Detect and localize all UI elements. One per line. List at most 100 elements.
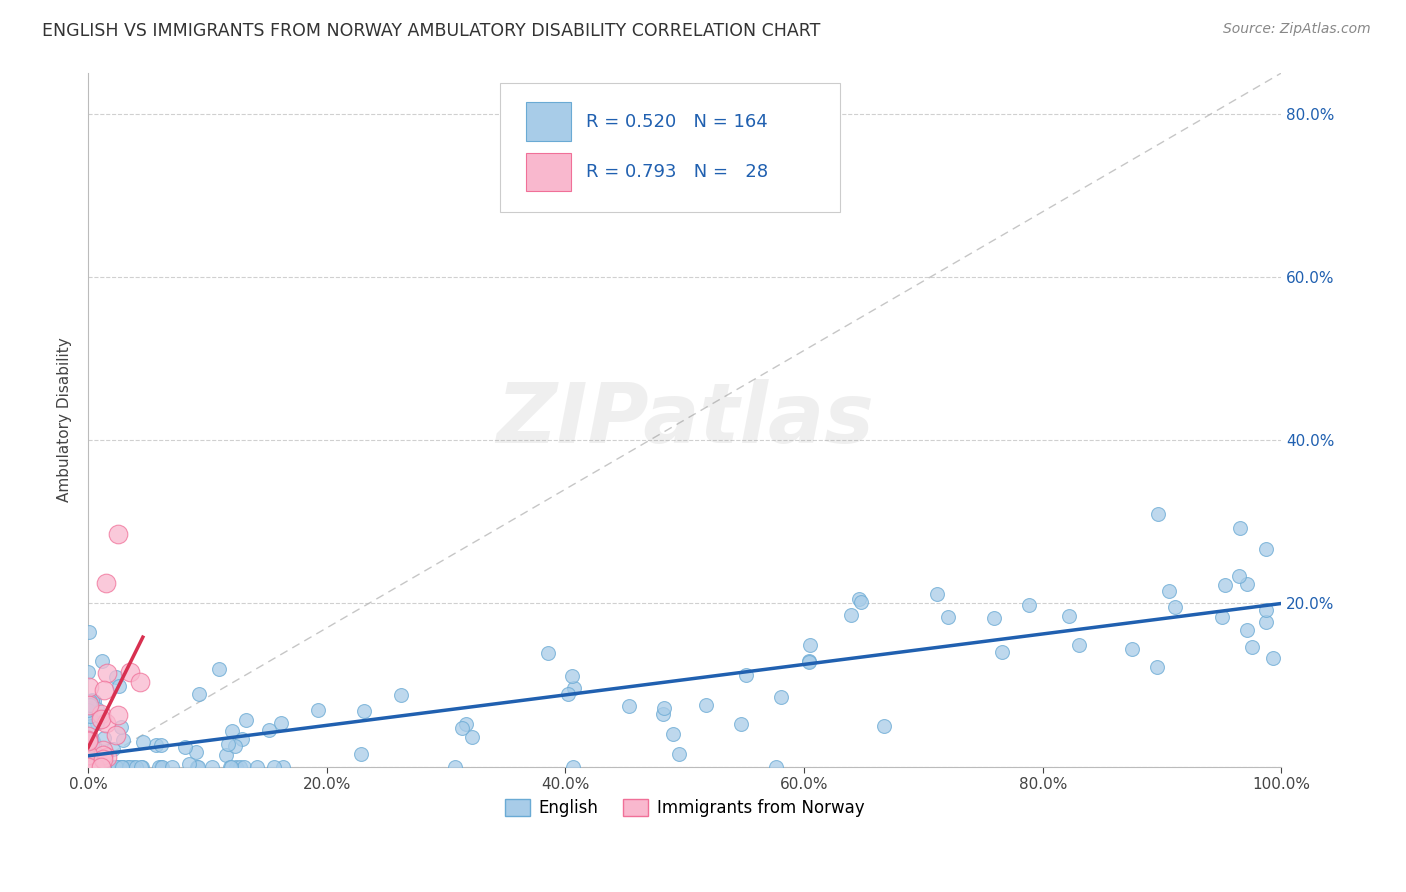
Text: Source: ZipAtlas.com: Source: ZipAtlas.com (1223, 22, 1371, 37)
Point (90, 706, 112, 721)
Point (110, 720, 132, 734)
Point (96, 716, 118, 731)
Point (263, 759, 285, 773)
Point (221, 723, 243, 738)
Point (84, 759, 107, 773)
Point (82, 692, 104, 706)
Point (79, 759, 101, 773)
Point (132, 735, 155, 749)
Point (83, 759, 105, 773)
Point (83, 737, 105, 751)
Point (107, 679, 129, 693)
Point (851, 595, 873, 609)
Point (77, 745, 100, 759)
Point (149, 738, 172, 752)
Point (111, 759, 134, 773)
Point (77, 747, 100, 762)
Point (662, 726, 685, 740)
Point (111, 733, 134, 747)
Point (77, 759, 100, 773)
Point (77, 759, 100, 773)
Point (77, 698, 100, 712)
Point (235, 713, 257, 727)
Point (107, 759, 129, 773)
Point (246, 759, 269, 773)
Legend: English, Immigrants from Norway: English, Immigrants from Norway (499, 793, 872, 824)
Point (86, 702, 108, 716)
Point (82, 758, 104, 772)
Point (765, 759, 787, 773)
Point (799, 655, 821, 669)
Point (201, 759, 224, 773)
Point (848, 592, 870, 607)
Point (353, 704, 375, 718)
Point (77, 759, 100, 773)
Point (90, 759, 112, 773)
Point (1229, 521, 1251, 535)
Point (77, 759, 100, 773)
Point (224, 739, 246, 754)
Point (162, 759, 184, 773)
Point (101, 741, 124, 756)
Point (77, 735, 100, 749)
Point (77, 759, 100, 773)
Point (150, 759, 173, 773)
Point (229, 759, 252, 773)
Text: R = 0.793   N =   28: R = 0.793 N = 28 (586, 163, 768, 181)
Point (90, 759, 112, 773)
Point (730, 716, 752, 731)
Point (89, 759, 111, 773)
Point (93, 731, 115, 745)
Point (77, 703, 100, 717)
Point (668, 747, 690, 761)
Point (799, 638, 821, 652)
Text: ENGLISH VS IMMIGRANTS FROM NORWAY AMBULATORY DISABILITY CORRELATION CHART: ENGLISH VS IMMIGRANTS FROM NORWAY AMBULA… (42, 22, 821, 40)
Point (77, 731, 100, 745)
Point (80, 759, 103, 773)
Point (77, 759, 100, 773)
Point (695, 698, 717, 713)
Point (77, 759, 100, 773)
Point (460, 730, 482, 744)
Point (217, 737, 239, 751)
Point (77, 733, 100, 747)
Point (1236, 623, 1258, 637)
Point (77, 759, 100, 773)
Point (84, 747, 107, 761)
Point (77, 734, 100, 748)
Point (561, 669, 583, 683)
Point (179, 756, 201, 771)
Point (79, 759, 101, 773)
Point (96, 749, 118, 764)
Point (110, 759, 132, 773)
Point (77, 759, 100, 773)
Point (1236, 577, 1258, 591)
Point (77, 730, 100, 744)
Point (77, 759, 100, 773)
Point (769, 690, 792, 705)
Point (186, 759, 208, 773)
Point (925, 587, 948, 601)
Point (1159, 584, 1181, 599)
Point (118, 665, 141, 679)
Point (1146, 659, 1168, 673)
Point (79, 759, 101, 773)
Point (80, 719, 103, 733)
Point (225, 759, 247, 773)
Point (77, 708, 100, 723)
Point (1069, 638, 1091, 652)
Point (82, 734, 104, 748)
Point (654, 701, 676, 715)
Point (80, 759, 103, 773)
Point (80, 759, 103, 773)
Point (444, 759, 467, 773)
Point (80, 759, 103, 773)
Point (208, 663, 231, 677)
Point (1121, 641, 1143, 656)
Text: ZIPatlas: ZIPatlas (496, 379, 873, 460)
Point (1211, 610, 1233, 624)
Point (188, 687, 211, 701)
Point (77, 759, 100, 773)
Point (80, 759, 103, 773)
Text: R = 0.520   N = 164: R = 0.520 N = 164 (586, 112, 768, 130)
